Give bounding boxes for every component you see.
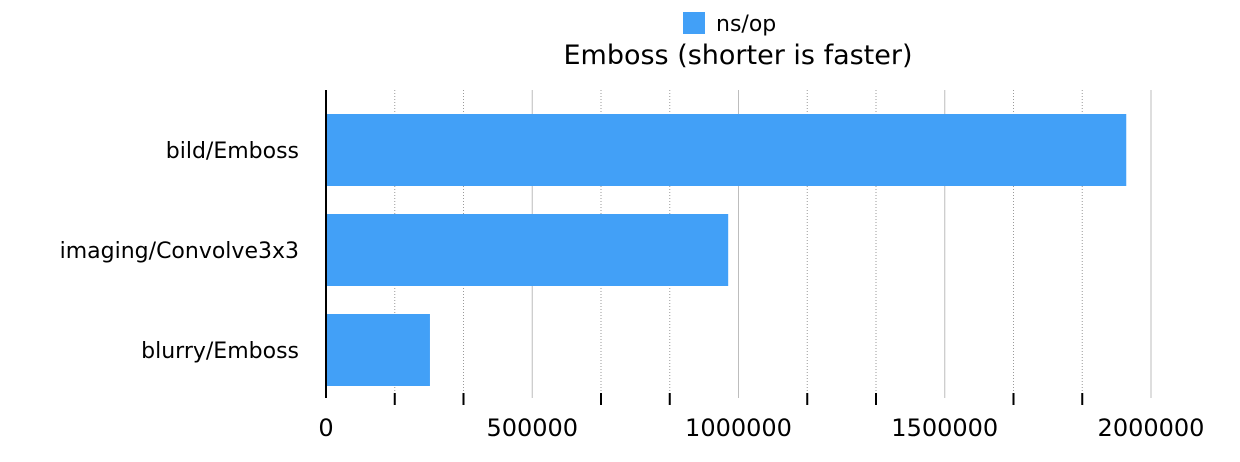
legend-swatch-ns-op bbox=[683, 12, 705, 34]
x-tick-label: 0 bbox=[318, 414, 333, 442]
bar bbox=[326, 314, 430, 386]
category-label: blurry/Emboss bbox=[141, 339, 299, 364]
legend-label: ns/op bbox=[716, 12, 776, 37]
x-axis-ticks bbox=[393, 393, 1084, 405]
legend: ns/op bbox=[683, 12, 776, 37]
category-label: imaging/Convolve3x3 bbox=[60, 239, 299, 264]
bars bbox=[326, 114, 1127, 386]
bar bbox=[326, 114, 1127, 186]
x-tick-label: 2000000 bbox=[1098, 414, 1205, 442]
bar bbox=[326, 214, 729, 286]
chart-title: Emboss (shorter is faster) bbox=[563, 40, 912, 71]
category-label: bild/Emboss bbox=[166, 139, 299, 164]
x-tick-label: 500000 bbox=[486, 414, 578, 442]
x-tick-label: 1000000 bbox=[685, 414, 792, 442]
x-tick-labels: 0 500000 1000000 1500000 2000000 bbox=[318, 414, 1204, 442]
x-tick-label: 1500000 bbox=[891, 414, 998, 442]
category-labels: bild/Emboss imaging/Convolve3x3 blurry/Emb… bbox=[60, 139, 299, 364]
